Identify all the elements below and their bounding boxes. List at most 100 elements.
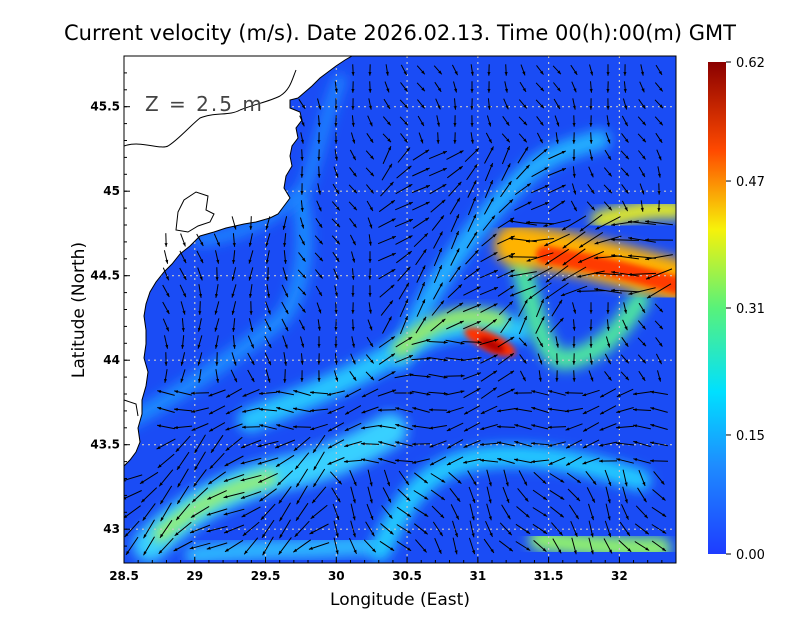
velocity-arrow xyxy=(514,441,532,447)
velocity-arrow xyxy=(622,486,628,504)
velocity-arrow xyxy=(327,390,345,396)
velocity-arrow xyxy=(368,251,372,263)
velocity-arrow xyxy=(398,282,410,300)
velocity-arrow xyxy=(363,539,377,553)
velocity-arrow xyxy=(562,248,586,266)
velocity-arrow xyxy=(413,490,429,500)
velocity-arrow xyxy=(655,353,663,365)
velocity-arrow xyxy=(197,318,202,332)
velocity-arrow xyxy=(276,390,294,396)
velocity-arrow xyxy=(397,266,411,282)
velocity-arrow xyxy=(640,200,644,212)
velocity-arrow xyxy=(501,163,511,181)
velocity-arrow xyxy=(606,115,610,127)
velocity-arrow xyxy=(351,115,355,127)
velocity-arrow xyxy=(479,442,499,446)
velocity-arrow xyxy=(411,390,431,396)
velocity-arrow xyxy=(429,167,447,177)
velocity-arrow xyxy=(300,200,304,212)
velocity-arrows xyxy=(124,64,674,556)
velocity-arrow xyxy=(435,98,441,110)
velocity-arrow xyxy=(317,132,321,144)
velocity-arrow xyxy=(309,408,329,413)
velocity-arrow xyxy=(411,442,431,446)
velocity-arrow xyxy=(317,370,321,382)
velocity-arrow xyxy=(555,353,559,365)
velocity-arrow xyxy=(381,505,393,519)
velocity-arrow xyxy=(240,457,262,465)
velocity-arrow xyxy=(283,250,287,264)
velocity-arrow xyxy=(428,150,448,160)
velocity-arrow xyxy=(413,472,429,484)
velocity-arrow xyxy=(349,234,357,246)
velocity-arrow xyxy=(515,541,531,551)
velocity-arrow xyxy=(383,469,391,487)
velocity-arrow xyxy=(463,405,481,415)
velocity-arrow xyxy=(224,539,244,553)
velocity-arrow xyxy=(449,265,461,283)
velocity-arrow xyxy=(366,184,374,194)
velocity-arrow xyxy=(350,486,356,504)
velocity-arrow xyxy=(545,265,569,283)
lagoon-outline xyxy=(175,191,215,233)
velocity-arrow xyxy=(501,145,511,165)
velocity-arrow xyxy=(547,425,567,429)
velocity-arrow xyxy=(395,423,413,431)
velocity-arrow xyxy=(496,425,516,429)
velocity-arrow xyxy=(360,442,380,446)
velocity-arrow xyxy=(298,252,306,262)
velocity-arrow xyxy=(265,216,271,230)
velocity-arrow xyxy=(496,441,516,447)
velocity-arrow xyxy=(350,503,356,521)
velocity-arrow xyxy=(283,369,287,383)
velocity-arrow xyxy=(445,390,465,396)
speed-band-east-ring xyxy=(510,250,650,371)
river-outline xyxy=(124,109,241,148)
velocity-arrow xyxy=(399,99,409,109)
velocity-arrow xyxy=(412,458,430,464)
velocity-arrow xyxy=(561,266,587,282)
velocity-arrow xyxy=(276,407,294,413)
velocity-arrow xyxy=(261,519,275,539)
velocity-arrow xyxy=(582,457,600,465)
velocity-arrow xyxy=(446,439,464,449)
velocity-arrow xyxy=(159,519,173,539)
velocity-arrow xyxy=(197,335,203,349)
velocity-arrow xyxy=(417,115,425,127)
velocity-arrow xyxy=(571,537,577,555)
velocity-arrow xyxy=(572,166,576,178)
velocity-arrow xyxy=(294,452,310,470)
velocity-arrow xyxy=(176,451,190,471)
velocity-arrow xyxy=(555,336,559,348)
velocity-arrow xyxy=(555,132,559,144)
velocity-arrow xyxy=(281,301,289,315)
velocity-arrow xyxy=(382,487,392,503)
velocity-arrow xyxy=(571,183,577,195)
velocity-arrow xyxy=(649,459,669,463)
velocity-arrow xyxy=(453,132,457,144)
velocity-arrow xyxy=(535,99,545,109)
velocity-arrow xyxy=(317,353,321,365)
velocity-arrow xyxy=(231,267,237,281)
velocity-arrow xyxy=(395,201,413,211)
velocity-arrow xyxy=(231,352,237,366)
velocity-arrow xyxy=(582,405,600,415)
velocity-arrow xyxy=(501,133,511,143)
velocity-arrow xyxy=(501,504,511,520)
velocity-arrow xyxy=(656,149,662,161)
velocity-arrow xyxy=(450,248,460,266)
velocity-arrow xyxy=(589,81,593,93)
velocity-arrow xyxy=(344,388,362,398)
velocity-arrow xyxy=(620,371,630,381)
velocity-arrow xyxy=(327,405,345,415)
velocity-arrow xyxy=(348,201,358,211)
velocity-arrow xyxy=(378,458,396,464)
velocity-arrow xyxy=(139,471,159,485)
y-axis-label: Latitude (North) xyxy=(69,242,89,378)
velocity-arrow xyxy=(378,268,396,280)
x-tick-label: 29 xyxy=(186,569,203,583)
velocity-arrow xyxy=(382,133,392,143)
velocity-arrow xyxy=(317,149,321,161)
velocity-arrow xyxy=(312,434,326,454)
velocity-arrow xyxy=(430,199,446,213)
